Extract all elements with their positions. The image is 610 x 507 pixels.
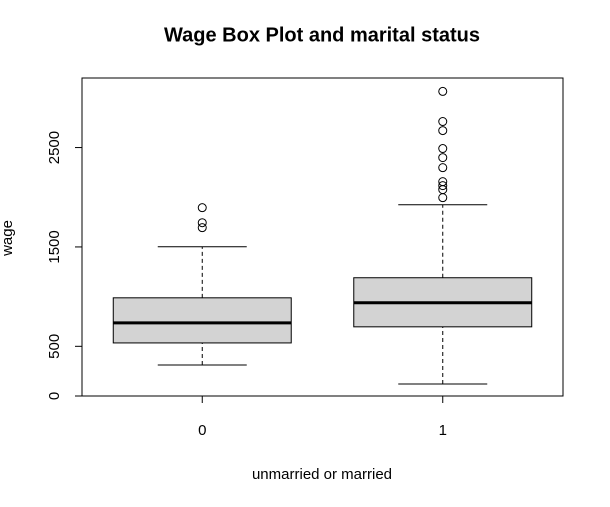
y-tick-label: 1500 bbox=[46, 230, 63, 263]
y-tick-label: 500 bbox=[46, 334, 63, 359]
outlier bbox=[438, 144, 448, 154]
outlier bbox=[438, 177, 448, 187]
y-tick-label: 0 bbox=[46, 392, 63, 400]
x-tick-label: 0 bbox=[198, 422, 206, 439]
chart-title: Wage Box Plot and marital status bbox=[164, 24, 480, 46]
outlier bbox=[438, 117, 448, 127]
outlier bbox=[438, 193, 448, 203]
outlier bbox=[197, 203, 207, 213]
plot-frame bbox=[81, 77, 564, 397]
outlier bbox=[438, 126, 448, 136]
outlier bbox=[438, 181, 448, 191]
outlier bbox=[438, 163, 448, 173]
outlier bbox=[197, 223, 207, 233]
outlier bbox=[438, 153, 448, 163]
box bbox=[112, 297, 292, 344]
x-tick-label: 1 bbox=[439, 422, 447, 439]
x-axis-label: unmarried or married bbox=[252, 466, 392, 483]
outlier bbox=[438, 86, 448, 96]
outlier bbox=[197, 218, 207, 228]
y-tick-label: 2500 bbox=[46, 131, 63, 164]
y-axis-label: wage bbox=[0, 220, 16, 257]
